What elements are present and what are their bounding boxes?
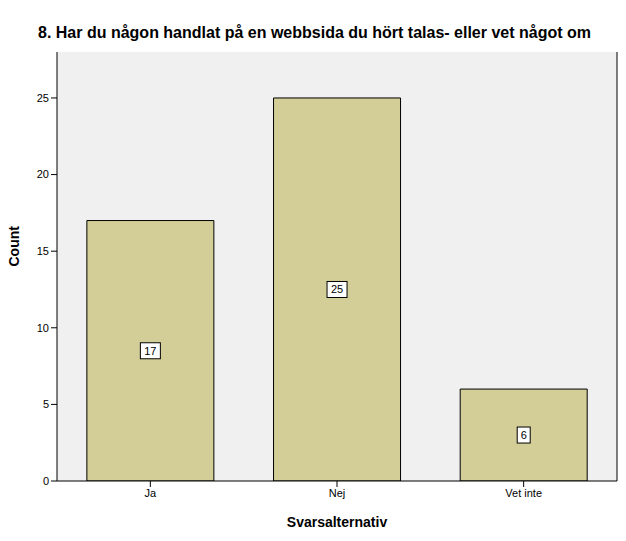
svg-text:0: 0 (43, 475, 49, 487)
svg-text:25: 25 (37, 92, 49, 104)
svg-text:10: 10 (37, 322, 49, 334)
svg-text:Nej: Nej (329, 487, 346, 499)
svg-text:20: 20 (37, 168, 49, 180)
svg-text:Ja: Ja (145, 487, 158, 499)
svg-text:Vet inte: Vet inte (505, 487, 542, 499)
svg-text:Svarsalternativ: Svarsalternativ (287, 514, 388, 530)
svg-text:6: 6 (521, 429, 527, 441)
svg-text:Count: Count (8, 226, 22, 267)
svg-text:15: 15 (37, 245, 49, 257)
svg-text:17: 17 (144, 345, 156, 357)
html-text:8. Har du någon handlat på en: 8. Har du någon handlat på en webbsida d… (38, 24, 591, 41)
svg-text:5: 5 (43, 398, 49, 410)
svg-text:25: 25 (331, 283, 343, 295)
